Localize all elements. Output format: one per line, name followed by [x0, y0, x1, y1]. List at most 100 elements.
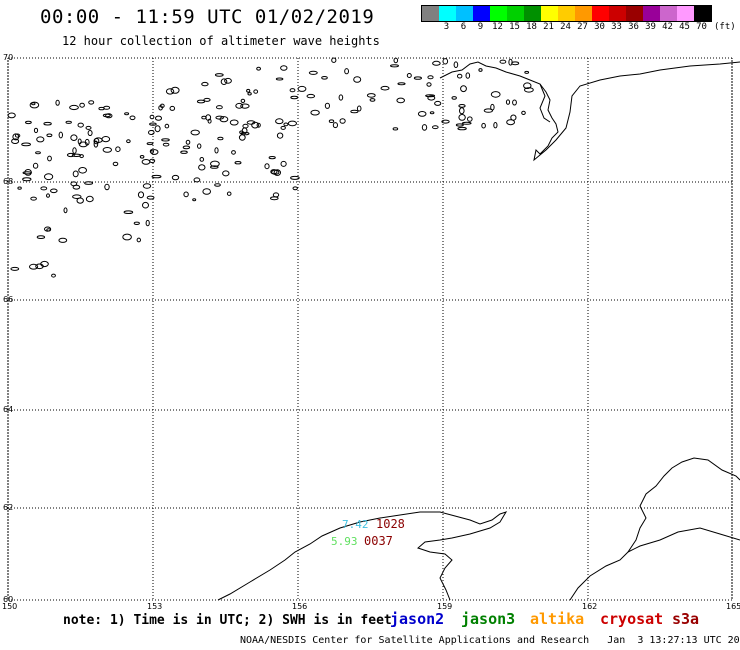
coastline-southeast: [569, 457, 740, 601]
ice-floe: [40, 260, 49, 268]
ice-floe: [141, 159, 151, 165]
ice-floe: [185, 139, 191, 145]
ice-floe: [427, 95, 436, 101]
ice-floe: [203, 97, 211, 102]
ice-floe: [196, 99, 206, 104]
ice-floe: [30, 196, 37, 201]
ice-floe: [280, 160, 287, 167]
ice-floe: [193, 177, 201, 183]
ice-floe: [457, 126, 467, 131]
ice-floe: [146, 142, 154, 146]
ice-floe: [429, 111, 435, 115]
ice-floe: [455, 123, 464, 127]
ice-floe: [356, 105, 362, 112]
ice-floe: [458, 114, 466, 121]
legend-swatch-label: 24: [560, 22, 571, 32]
ice-floe: [33, 127, 39, 134]
ice-floe: [256, 66, 262, 71]
ice-floe: [425, 94, 436, 98]
ice-floe: [161, 138, 170, 142]
ice-floe: [251, 121, 260, 129]
ice-floe: [66, 152, 75, 158]
ice-floe: [280, 125, 286, 130]
ice-floe: [31, 102, 36, 106]
ice-floe: [478, 68, 483, 72]
ice-floe: [44, 173, 54, 181]
ice-floe: [413, 76, 422, 80]
coastline-south: [217, 511, 508, 601]
ice-floe: [180, 150, 188, 154]
ice-floe: [369, 98, 376, 102]
ice-floe: [240, 103, 250, 109]
legend-swatch: [490, 6, 507, 21]
ice-floe: [417, 111, 427, 117]
ice-floe: [275, 77, 284, 81]
ice-floe: [25, 120, 32, 125]
ice-floe: [46, 133, 53, 138]
ice-floe: [46, 193, 50, 198]
ice-floe: [154, 125, 161, 133]
legend-swatch-label: 42: [662, 22, 673, 32]
ice-floe: [76, 197, 84, 204]
longitude-tick-label: 156: [292, 602, 307, 611]
legend-swatch-label: 27: [577, 22, 588, 32]
ice-floe: [214, 183, 221, 187]
ice-floe: [162, 142, 170, 147]
legend-swatch-label: 15: [509, 22, 520, 32]
latitude-tick-label: 66: [3, 295, 13, 304]
ice-floe: [459, 107, 465, 115]
ice-floe: [242, 123, 249, 129]
ice-floe: [201, 81, 209, 87]
ice-floe: [396, 97, 406, 104]
latitude-tick-label: 62: [3, 503, 13, 512]
ice-floe: [71, 153, 82, 158]
ice-floe: [493, 122, 498, 129]
ice-floe: [332, 122, 338, 129]
lat-lon-grid: [7, 57, 733, 601]
ice-floes: [7, 57, 534, 278]
ice-floe: [393, 57, 399, 64]
legend-swatch-label: 18: [526, 22, 537, 32]
ice-floe: [136, 237, 142, 243]
ice-floe: [183, 191, 189, 198]
ice-floe: [505, 99, 511, 105]
ice-floe: [150, 149, 159, 155]
ice-floe: [10, 266, 20, 271]
ice-floe: [47, 155, 52, 162]
legend-swatch: [694, 6, 711, 21]
ice-floe: [43, 121, 52, 126]
ice-floe: [390, 64, 399, 68]
ice-floe: [238, 134, 246, 141]
ice-floe: [101, 136, 111, 143]
coastline-bay: [539, 83, 551, 123]
legend-swatch: [609, 6, 626, 21]
coastline: [217, 61, 740, 601]
satellite-label: jason3: [461, 610, 516, 628]
color-legend-labels: 3 6 9 12 15 18 21 24 27 30 33 36 39 42 45 70: [421, 22, 740, 34]
ice-floe: [483, 108, 494, 113]
ice-floe: [149, 158, 156, 164]
axis-tick-labels: 150 153 156 159 162 165 60 62 64 66 68 70: [2, 53, 740, 611]
ice-floe: [511, 61, 520, 66]
ice-floe: [406, 73, 412, 78]
ice-floe: [201, 115, 207, 120]
swh-value-a: 7.42: [342, 518, 369, 531]
ice-floe: [69, 104, 79, 111]
ice-floe: [524, 87, 534, 93]
ice-floe: [142, 201, 149, 209]
ice-floe: [321, 76, 328, 80]
footer-note: note: 1) Time is in UTC; 2) SWH is in fe…: [63, 613, 392, 628]
ice-floe: [310, 109, 320, 116]
ice-floe: [78, 141, 88, 148]
ice-floe: [182, 145, 191, 150]
map-subtitle: 12 hour collection of altimeter wave hei…: [62, 34, 380, 48]
satellite-label: cryosat: [600, 610, 664, 628]
ice-floe: [272, 192, 280, 198]
ice-floe: [292, 186, 298, 191]
ice-floe: [112, 161, 119, 167]
ice-floe: [72, 147, 77, 154]
ice-floe: [85, 125, 92, 130]
legend-swatch: [439, 6, 456, 21]
ice-floe: [512, 99, 517, 106]
ice-floe: [253, 89, 259, 94]
